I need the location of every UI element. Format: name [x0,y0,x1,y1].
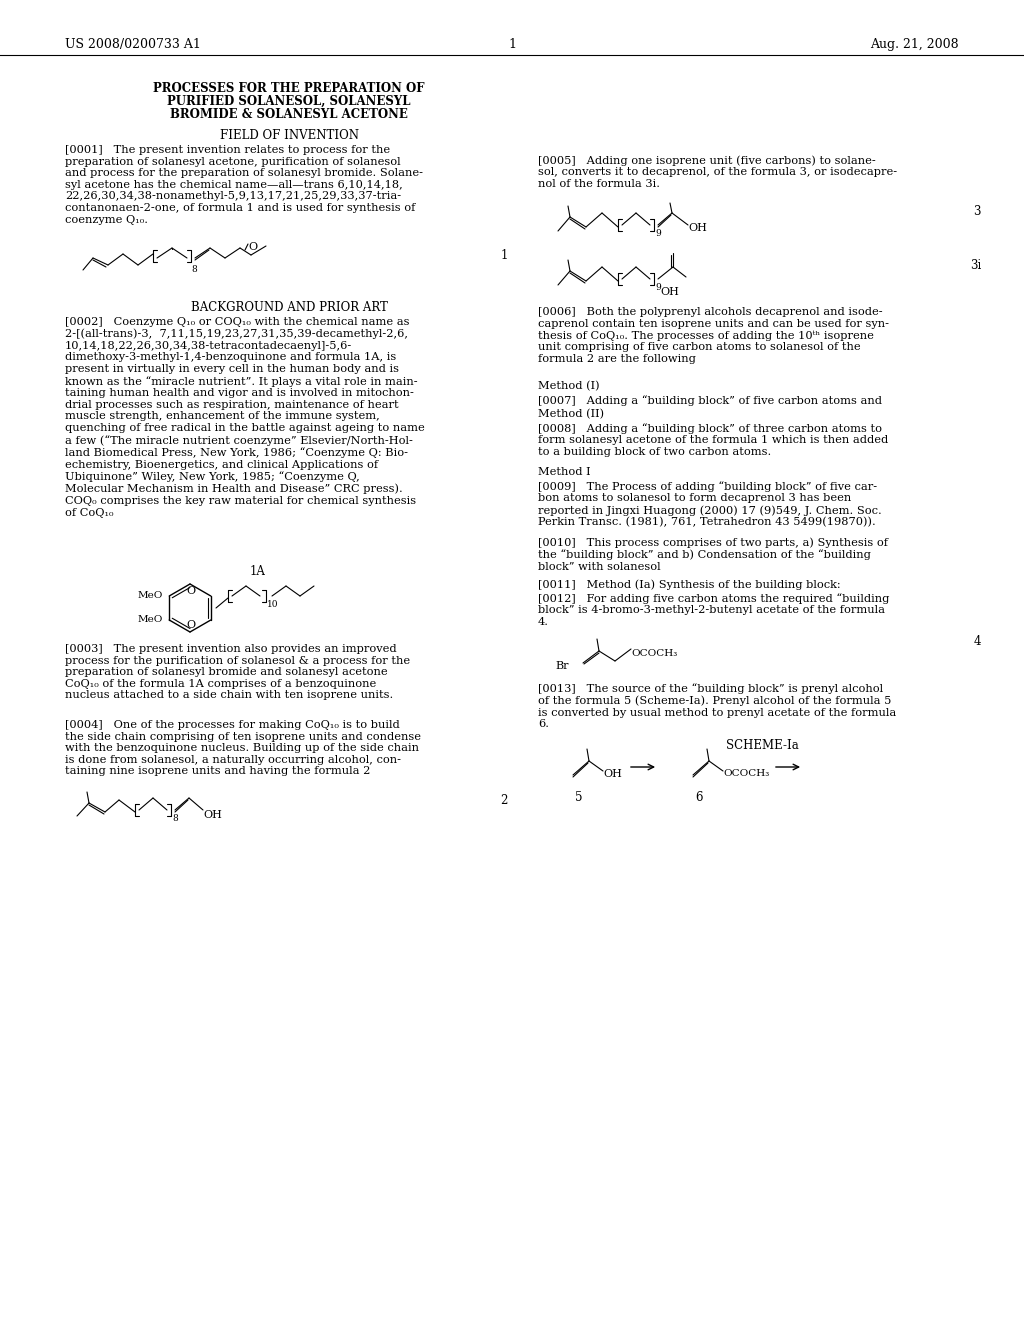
Text: Method (I): Method (I) [538,381,600,391]
Text: [0004]   One of the processes for making CoQ₁₀ is to build
the side chain compri: [0004] One of the processes for making C… [65,719,421,776]
Text: [0002]   Coenzyme Q₁₀ or COQ₁₀ with the chemical name as
2-[(all-trans)-3,  7,11: [0002] Coenzyme Q₁₀ or COQ₁₀ with the ch… [65,317,425,517]
Text: 6: 6 [695,791,702,804]
Text: [0010]   This process comprises of two parts, a) Synthesis of
the “building bloc: [0010] This process comprises of two par… [538,537,888,572]
Text: PURIFIED SOLANESOL, SOLANESYL: PURIFIED SOLANESOL, SOLANESYL [167,95,411,108]
Text: [0013]   The source of the “building block” is prenyl alcohol
of the formula 5 (: [0013] The source of the “building block… [538,682,896,729]
Text: SCHEME-Ia: SCHEME-Ia [726,739,799,752]
Text: [0007]   Adding a “building block” of five carbon atoms and: [0007] Adding a “building block” of five… [538,395,882,405]
Text: BACKGROUND AND PRIOR ART: BACKGROUND AND PRIOR ART [190,301,387,314]
Text: 4: 4 [974,635,981,648]
Text: O: O [186,586,196,597]
Text: 5: 5 [575,791,583,804]
Text: [0006]   Both the polyprenyl alcohols decaprenol and isode-
caprenol contain ten: [0006] Both the polyprenyl alcohols deca… [538,308,889,364]
Text: 3: 3 [974,205,981,218]
Text: OH: OH [203,810,222,820]
Text: O: O [186,620,196,630]
Text: 8: 8 [172,814,178,822]
Text: [0012]   For adding five carbon atoms the required “building
block” is 4-bromo-3: [0012] For adding five carbon atoms the … [538,593,890,627]
Text: FIELD OF INVENTION: FIELD OF INVENTION [219,129,358,143]
Text: 10: 10 [267,601,279,609]
Text: Aug. 21, 2008: Aug. 21, 2008 [870,38,959,51]
Text: 2: 2 [501,795,508,807]
Text: [0005]   Adding one isoprene unit (five carbons) to solane-
sol, converts it to : [0005] Adding one isoprene unit (five ca… [538,154,897,189]
Text: Method (II): Method (II) [538,409,604,420]
Text: [0011]   Method (Ia) Synthesis of the building block:: [0011] Method (Ia) Synthesis of the buil… [538,579,841,590]
Text: 9: 9 [655,228,660,238]
Text: PROCESSES FOR THE PREPARATION OF: PROCESSES FOR THE PREPARATION OF [154,82,425,95]
Text: Br: Br [555,661,568,671]
Text: [0009]   The Process of adding “building block” of five car-
bon atoms to solane: [0009] The Process of adding “building b… [538,480,882,528]
Text: [0003]   The present invention also provides an improved
process for the purific: [0003] The present invention also provid… [65,644,411,701]
Text: 9: 9 [655,282,660,292]
Text: MeO: MeO [137,591,163,601]
Text: 1: 1 [508,38,516,51]
Text: [0001]   The present invention relates to process for the
preparation of solanes: [0001] The present invention relates to … [65,145,423,224]
Text: MeO: MeO [137,615,163,624]
Text: 1A: 1A [250,565,266,578]
Text: OCOCH₃: OCOCH₃ [723,770,769,777]
Text: Method I: Method I [538,467,591,477]
Text: OH: OH [688,223,707,234]
Text: 3i: 3i [970,259,981,272]
Text: BROMIDE & SOLANESYL ACETONE: BROMIDE & SOLANESYL ACETONE [170,108,408,121]
Text: OH: OH [660,286,680,297]
Text: OH: OH [603,770,622,779]
Text: US 2008/0200733 A1: US 2008/0200733 A1 [65,38,201,51]
Text: OCOCH₃: OCOCH₃ [631,649,677,657]
Text: 8: 8 [191,265,197,275]
Text: O: O [248,242,257,252]
Text: 1: 1 [501,249,508,261]
Text: [0008]   Adding a “building block” of three carbon atoms to
form solanesyl aceto: [0008] Adding a “building block” of thre… [538,422,888,457]
